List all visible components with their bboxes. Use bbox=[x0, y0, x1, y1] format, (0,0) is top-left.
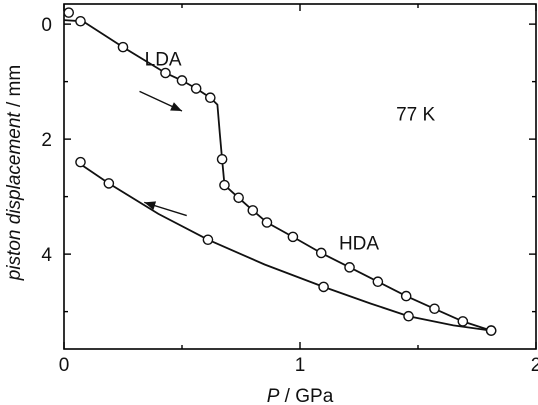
compression-point bbox=[216, 153, 228, 165]
annotation-label: HDA bbox=[339, 234, 379, 255]
decompression-point bbox=[103, 178, 115, 189]
compression-point bbox=[190, 83, 202, 94]
x-tick-label: 2 bbox=[531, 355, 538, 376]
y-axis-label-quantity: piston displacement bbox=[4, 112, 25, 282]
annotation-label: 77 K bbox=[396, 105, 435, 126]
compression-point bbox=[457, 316, 469, 327]
x-axis-label-unit: / GPa bbox=[279, 386, 333, 405]
y-tick-label: 2 bbox=[41, 130, 52, 151]
data-points bbox=[63, 7, 497, 336]
decompression-arrow-head bbox=[144, 201, 157, 210]
compression-point bbox=[160, 67, 171, 79]
compression-point bbox=[247, 205, 259, 216]
compression-point bbox=[233, 192, 244, 204]
compression-point bbox=[429, 303, 440, 315]
compression-arrow-head bbox=[170, 102, 182, 111]
direction-arrows bbox=[139, 90, 187, 217]
compression-point bbox=[63, 7, 75, 18]
decompression-point bbox=[75, 156, 86, 168]
y-axis-label-unit: / mm bbox=[4, 65, 25, 113]
compression-point bbox=[344, 262, 355, 273]
annotations: LDA 77 K HDA bbox=[145, 50, 436, 255]
axis-ticks: 0 1 2 0 2 4 bbox=[41, 4, 538, 376]
decompression-point bbox=[403, 310, 414, 322]
compression-point bbox=[205, 92, 216, 104]
x-tick-label: 0 bbox=[59, 355, 70, 376]
compression-point bbox=[287, 231, 299, 243]
compression-point bbox=[117, 41, 129, 53]
plot-frame bbox=[63, 3, 537, 350]
annotation-label: LDA bbox=[145, 50, 182, 71]
x-tick-label: 1 bbox=[295, 355, 306, 376]
decompression-point bbox=[485, 325, 497, 336]
y-tick-label: 0 bbox=[41, 15, 52, 36]
compression-point bbox=[75, 15, 86, 27]
decompression-point bbox=[202, 234, 214, 246]
x-axis-label-symbol: P bbox=[267, 386, 280, 405]
compression-curve bbox=[63, 19, 492, 332]
compression-point bbox=[372, 276, 384, 288]
compression-point bbox=[261, 217, 273, 228]
x-axis-label: P / GPa bbox=[267, 386, 334, 405]
compression-point bbox=[176, 75, 188, 86]
compression-point bbox=[219, 179, 230, 191]
compression-point bbox=[315, 247, 327, 259]
decompression-curve bbox=[75, 160, 492, 332]
decompression-point bbox=[318, 281, 329, 293]
y-tick-label: 4 bbox=[41, 245, 52, 266]
fit-curves bbox=[63, 19, 492, 332]
y-axis-label: piston displacement / mm bbox=[4, 65, 25, 281]
compression-point bbox=[400, 290, 412, 302]
